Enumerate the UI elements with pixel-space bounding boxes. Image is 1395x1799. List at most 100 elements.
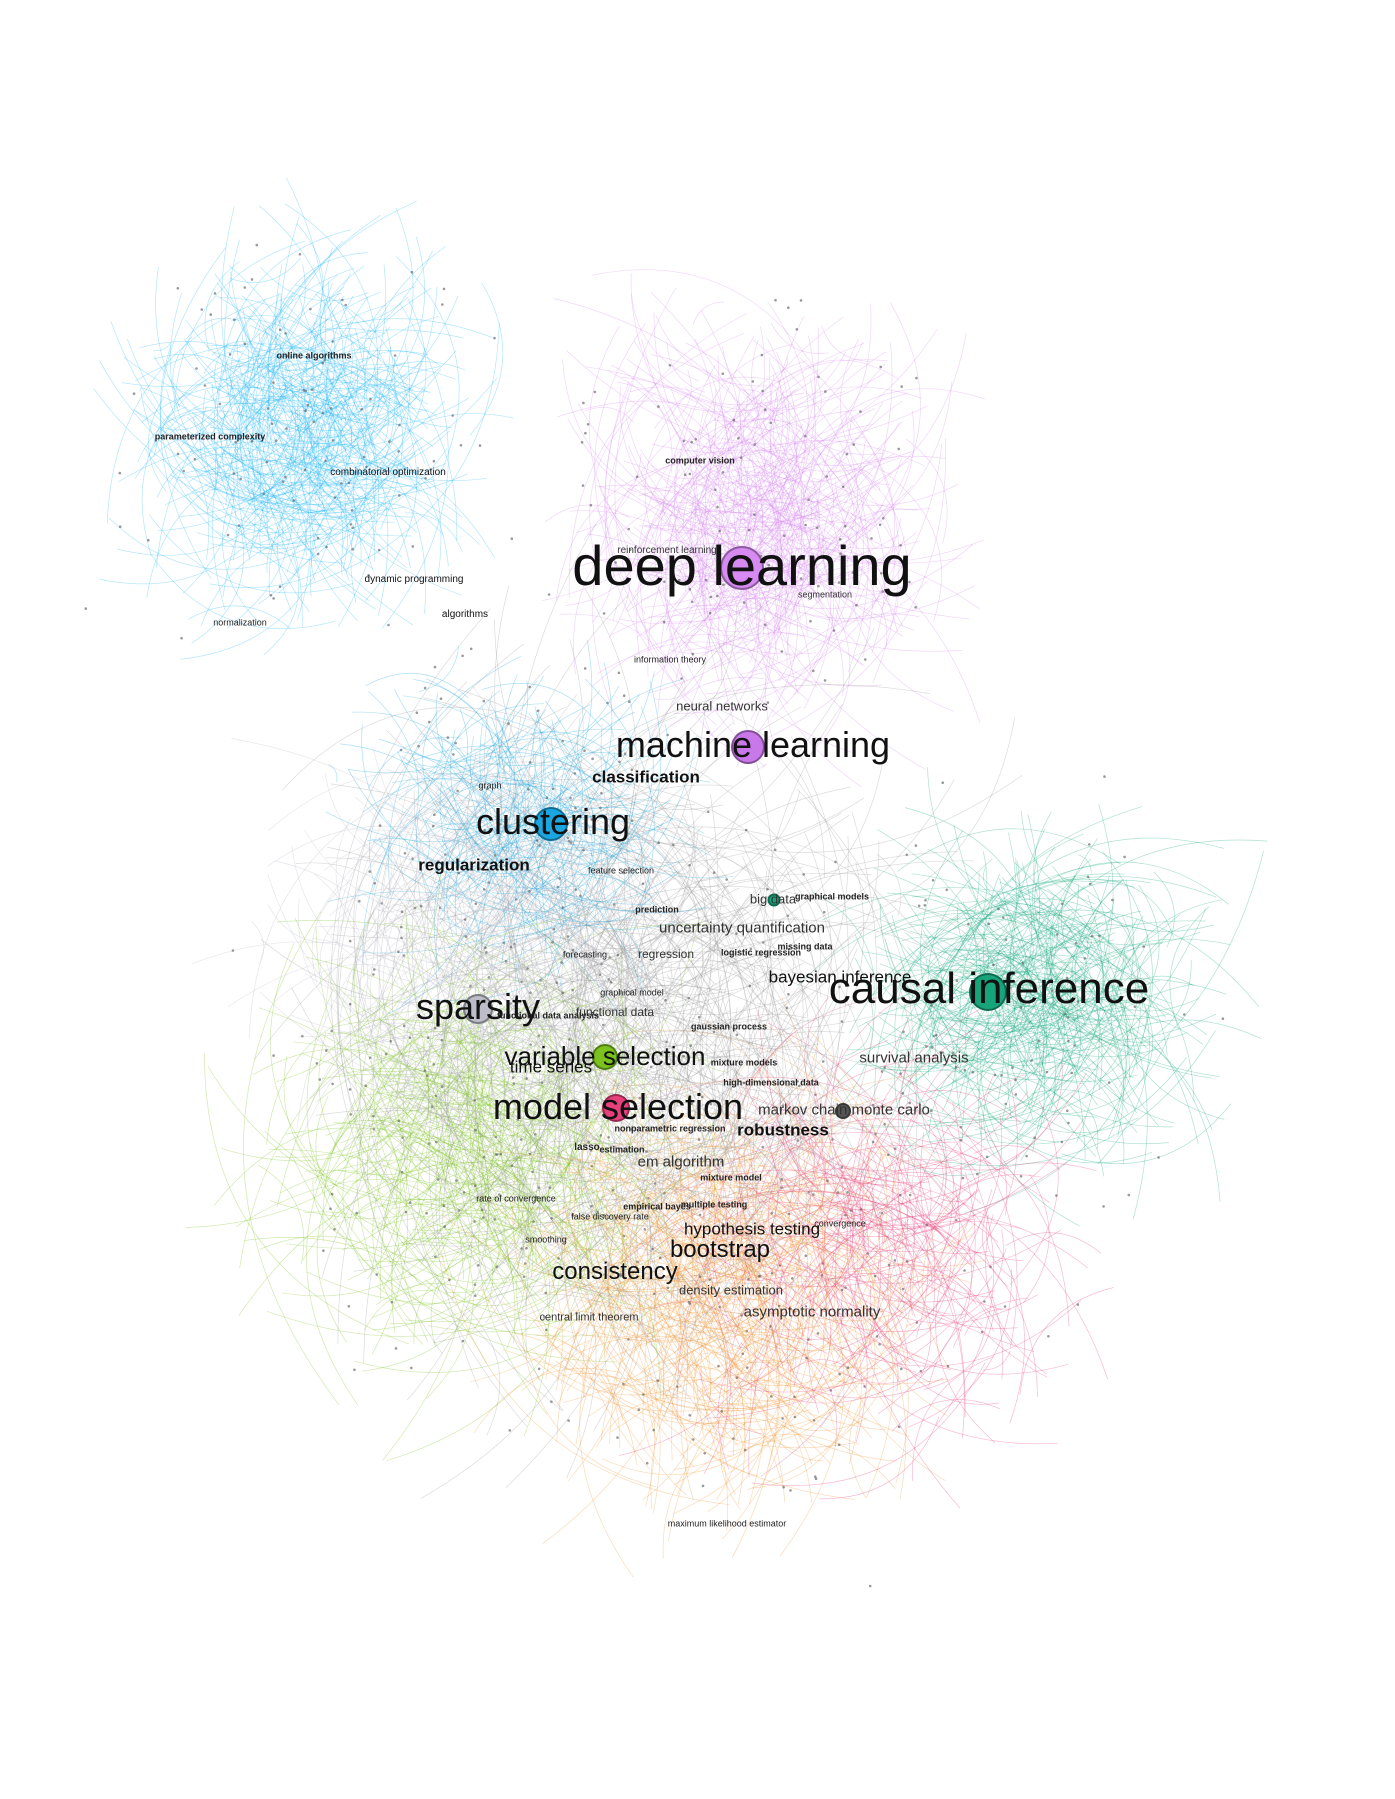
network-edge [441,872,507,904]
network-node [309,307,312,311]
network-edge [576,453,642,533]
network-edge [353,1025,610,1126]
network-edge [433,856,666,916]
network-edge [153,354,266,457]
network-edge [670,457,835,631]
network-node [704,578,708,582]
network-edge [709,1060,758,1301]
network-edge [146,459,280,598]
node-machine-learning[interactable] [731,730,765,764]
network-edge [563,1205,712,1324]
network-edge [354,966,480,1161]
network-edge [639,1239,776,1315]
network-node [1021,962,1025,965]
network-edge [356,890,564,962]
network-edge [339,1013,436,1144]
network-node [510,537,514,540]
network-edge [454,791,538,847]
network-edge [471,1194,604,1281]
network-node [132,392,136,396]
network-edge [891,914,1083,1084]
network-edge [356,1009,445,1271]
network-edge [140,386,303,627]
network-edge [696,542,853,753]
node-deep-learning[interactable] [720,546,764,590]
network-edge [485,913,521,1068]
network-edge [600,1201,826,1440]
network-edge [209,501,391,588]
network-edge [701,524,899,566]
network-edge [395,1015,487,1343]
network-edge [900,908,1073,1098]
node-big-data[interactable] [767,893,781,907]
node-clustering[interactable] [534,807,568,841]
network-edge [312,331,354,429]
network-edge [283,1056,350,1195]
network-node [531,1170,534,1174]
network-edge [202,389,300,578]
network-edge [240,333,279,550]
network-node [870,537,873,540]
network-node [545,796,549,799]
network-edge [336,827,502,1069]
network-edge [690,494,752,633]
network-edge [327,356,442,581]
network-edge [451,789,505,870]
network-edge [752,389,778,447]
network-node [493,1218,497,1221]
node-markov-chain[interactable] [835,1103,851,1119]
network-edge [206,329,464,441]
network-edge [715,707,825,878]
network-node [618,991,622,995]
network-edge [418,882,655,1171]
network-edge [243,911,340,1406]
network-edge [268,771,518,831]
node-causal-inference[interactable] [969,973,1007,1011]
network-node [793,1310,796,1313]
network-edge [927,1147,944,1214]
network-edge [596,1083,757,1139]
node-variable-selection[interactable] [592,1044,618,1070]
network-edge [295,862,424,937]
network-edge [440,908,672,998]
node-sparsity[interactable] [463,994,493,1024]
network-edge [488,899,562,993]
network-edge [709,580,741,622]
network-edge [419,768,595,809]
network-edge [672,1123,829,1242]
network-edge [788,1359,850,1373]
network-edge [375,898,594,999]
network-edge [874,483,881,491]
network-node [1061,902,1064,906]
network-edge [676,1337,697,1376]
network-edge [481,953,566,1297]
network-edge [585,1299,711,1400]
network-edge [1032,983,1193,1152]
network-edge [362,1067,884,1166]
network-edge [630,851,727,1208]
network-edge [376,1285,460,1306]
network-edge [425,678,520,840]
network-edge [859,1008,981,1246]
network-edge [431,731,538,786]
network-edge [359,885,443,1355]
network-edge [770,475,796,539]
network-edge [224,381,311,620]
network-edge [486,744,494,759]
network-edge [603,751,615,772]
network-edge [554,1079,787,1184]
network-edge [751,363,788,511]
network-edge [880,981,1068,1072]
node-model-selection[interactable] [602,1094,630,1122]
network-edge [625,1359,863,1409]
network-node [931,879,935,882]
network-node [688,929,691,932]
network-edge [802,1288,842,1409]
network-edge [934,1031,1113,1067]
network-edge [356,1136,483,1215]
network-node [899,544,902,547]
network-node [509,1002,512,1005]
network-edge [560,1181,793,1385]
network-node [511,1076,515,1079]
network-edge [192,418,302,502]
